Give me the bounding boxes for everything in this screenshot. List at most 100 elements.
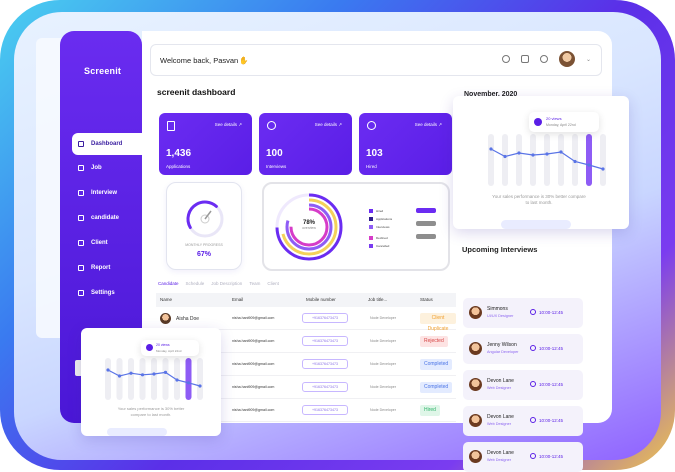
chart-bar [586,134,592,186]
clock-icon [530,345,536,351]
see-details-link[interactable]: See details ↗ [214,122,242,127]
tab-candidate[interactable]: Candidate [158,281,179,286]
legend-label: Hired [376,209,384,213]
interview-icon [78,189,84,196]
client-icon [78,239,84,246]
kpi-card-interviews[interactable]: See details ↗ 100 Interviews [259,113,352,175]
sidebar-item-report[interactable]: Report [60,255,142,280]
candidate-job: Node Developer [370,316,396,320]
table-tabs: Candidate Schedule Job Description Team … [158,281,279,286]
interview-item[interactable]: Devon Lane Web Designer 10:00-12:45 [463,442,583,472]
candidate-email: nisha.hani909@gmail.com [232,316,275,320]
chart-point [559,150,563,154]
mail-icon[interactable] [520,55,529,63]
right-column: November, 2020 Upcoming Interviews Simmo… [454,87,604,472]
chart-bar [516,134,522,186]
donut-ring-interviews [285,203,333,251]
sidebar-scroll-handle[interactable] [75,360,83,376]
interviewee-role: Angular Developer [487,350,519,354]
settings-icon[interactable] [501,55,510,63]
see-details-link[interactable]: See details ↗ [414,122,442,127]
kpi-card-applications[interactable]: See details ↗ 1,436 Applications [159,113,252,175]
interview-item[interactable]: Simmons UI/UX Designer 10:00-12:45 [463,298,583,328]
chart-point [531,153,535,157]
chart-point [163,370,168,374]
gauge-arc [186,200,224,238]
sidebar-item-label: Client [91,239,108,246]
column-header: Job title... [368,297,388,302]
performance-caption: Your sales performance is 30% better com… [492,194,586,205]
performance-chart [105,358,203,400]
candidate-email: nisha.hani909@gmail.com [232,339,275,343]
see-details-label: See details [414,122,437,127]
tooltip-date: Monday, April 22nd [546,123,576,127]
performance-button[interactable] [107,428,167,436]
tab-client[interactable]: Client [267,281,279,286]
candidate-email: nisha.hani909@gmail.com [232,385,275,389]
chart-tooltip: 20 views Monday, April 22nd [141,340,199,356]
tab-schedule[interactable]: Schedule [185,281,205,286]
chart-bar [162,358,169,400]
chart-point [489,147,493,151]
page-title: screenit dashboard [157,87,236,97]
interview-time: 10:00-12:45 [539,418,564,423]
candidate-phone: +916376473473 [302,359,348,369]
performance-button[interactable] [501,220,571,229]
avatar[interactable] [558,51,575,67]
table-row[interactable]: nisha.hani909@gmail.com +916376473473 No… [156,331,456,353]
tab-job-description[interactable]: Job Description [211,281,243,286]
candidate-job: Node Developer [370,362,396,366]
sidebar-item-label: Dashboard [91,141,123,147]
interview-item[interactable]: Devon Lane Web Designer 10:00-12:45 [463,406,583,436]
avatar [160,313,171,324]
interview-item[interactable]: Jenny Wilson Angular Developer 10:00-12:… [463,334,583,364]
candidate-job: Node Developer [370,408,396,412]
kpi-label: Applications [166,164,191,169]
sidebar-item-interview[interactable]: Interview [60,180,142,205]
clock-icon [530,381,536,387]
chart-point [517,151,521,155]
interviewee-name: Devon Lane [487,378,514,384]
performance-card: 20 views Monday, April 22nd Your sales p… [453,96,629,229]
legend-pill [416,234,436,239]
interviewee-name: Simmons [487,306,508,312]
see-details-label: See details [214,122,237,127]
chart-bar [558,134,564,186]
sidebar-item-candidate[interactable]: candidate [60,205,142,230]
sidebar-item-dashboard[interactable]: Dashboard [72,133,142,155]
chevron-down-icon[interactable]: ⌄ [585,56,591,63]
chart-point [106,368,110,372]
table-row[interactable]: nisha.hani909@gmail.com +916376473473 No… [156,354,456,376]
candidate-name: Aisha Doe [176,316,200,322]
bell-icon[interactable] [539,55,548,63]
sidebar-item-label: Job [91,164,102,171]
tooltip-views: 20 views [546,116,562,121]
sidebar-item-job[interactable]: Job [60,155,142,180]
donut-legend: Hired Applications Interviews Declined C… [369,207,392,250]
clock-icon [530,453,536,459]
table-row[interactable]: nisha.hani909@gmail.com +916376473473 No… [156,400,456,422]
interview-item[interactable]: Devon Lane Web Designer 10:00-12:45 [463,370,583,400]
upcoming-interviews-title: Upcoming Interviews [462,245,538,254]
table-row[interactable]: Aisha Doe nisha.hani909@gmail.com +916376… [156,308,456,332]
chart-point [198,384,202,388]
chart-point [186,381,191,385]
table-row[interactable]: nisha.hani909@gmail.com +916376473473 No… [156,377,456,399]
kpi-card-hired[interactable]: See details ↗ 103 Hired [359,113,452,175]
status-badge: Rejected [420,336,448,347]
see-details-link[interactable]: See details ↗ [314,122,342,127]
kpi-label: Hired [366,164,377,169]
candidate-icon [78,214,84,221]
chart-point [152,372,156,376]
interviewee-role: Web Designer [487,386,511,390]
candidate-phone: +916376473473 [302,405,348,415]
kpi-value: 103 [366,148,383,159]
tab-team[interactable]: Team [249,281,261,286]
chart-bar [600,134,606,186]
interview-time: 10:00-12:45 [539,346,564,351]
chart-point [140,373,145,377]
sidebar-item-settings[interactable]: Settings [60,280,142,305]
legend-label: Applications [376,217,393,221]
report-icon [78,264,84,271]
sidebar-item-client[interactable]: Client [60,230,142,255]
